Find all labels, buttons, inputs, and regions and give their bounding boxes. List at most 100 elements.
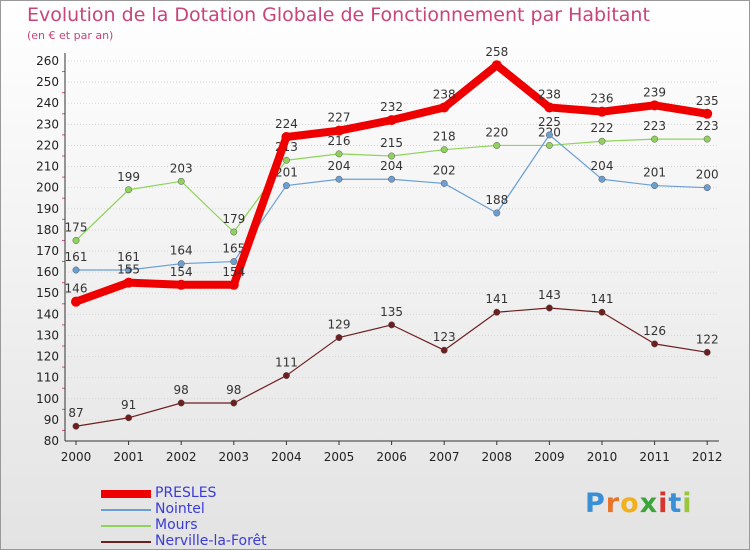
data-point-nointel bbox=[545, 131, 553, 139]
data-point-mours bbox=[651, 135, 659, 143]
data-label-presles: 238 bbox=[433, 87, 456, 101]
data-point-mours bbox=[388, 152, 396, 160]
data-point-presles bbox=[491, 60, 502, 71]
data-point-nointel bbox=[125, 266, 133, 274]
data-point-nointel bbox=[282, 182, 290, 190]
y-tick-label: 260 bbox=[36, 54, 59, 68]
y-tick-label: 170 bbox=[36, 244, 59, 258]
data-label-nerville-la-for-t: 123 bbox=[433, 330, 456, 344]
data-label-nointel: 204 bbox=[591, 159, 614, 173]
data-label-nointel: 202 bbox=[433, 163, 456, 177]
data-point-mours bbox=[703, 135, 711, 143]
data-label-nerville-la-for-t: 141 bbox=[485, 292, 508, 306]
data-point-nerville-la-for-t bbox=[125, 414, 133, 422]
data-point-mours bbox=[598, 137, 606, 145]
data-point-mours bbox=[282, 156, 290, 164]
data-point-presles bbox=[123, 277, 134, 288]
legend-swatch-presles bbox=[101, 490, 151, 498]
y-tick-label: 130 bbox=[36, 328, 59, 342]
data-label-mours: 222 bbox=[591, 121, 614, 135]
data-label-presles: 146 bbox=[65, 282, 88, 296]
data-label-mours: 218 bbox=[433, 130, 456, 144]
data-label-mours: 223 bbox=[643, 119, 666, 133]
data-point-presles bbox=[702, 108, 713, 119]
data-label-nerville-la-for-t: 129 bbox=[328, 318, 351, 332]
data-point-mours bbox=[493, 141, 501, 149]
data-label-presles: 236 bbox=[591, 92, 614, 106]
chart-subtitle: (en € et par an) bbox=[27, 29, 114, 42]
data-point-nerville-la-for-t bbox=[230, 399, 238, 407]
data-label-nerville-la-for-t: 126 bbox=[643, 324, 666, 338]
data-label-nerville-la-for-t: 98 bbox=[226, 383, 241, 397]
data-point-nointel bbox=[335, 175, 343, 183]
y-tick-label: 90 bbox=[44, 413, 59, 427]
data-label-nointel: 204 bbox=[328, 159, 351, 173]
data-point-nointel bbox=[598, 175, 606, 183]
data-label-mours: 199 bbox=[117, 170, 140, 184]
data-point-presles bbox=[71, 296, 81, 307]
data-point-nerville-la-for-t bbox=[335, 334, 343, 342]
data-point-nerville-la-for-t bbox=[703, 348, 711, 356]
x-tick-label: 2010 bbox=[587, 450, 618, 464]
data-point-nerville-la-for-t bbox=[72, 422, 80, 430]
data-label-nerville-la-for-t: 141 bbox=[591, 292, 614, 306]
data-label-mours: 179 bbox=[222, 212, 245, 226]
data-label-presles: 238 bbox=[538, 87, 561, 101]
x-tick-label: 2007 bbox=[429, 450, 460, 464]
data-point-presles bbox=[281, 132, 292, 142]
data-point-nointel bbox=[703, 184, 711, 192]
x-tick-label: 2000 bbox=[61, 450, 92, 464]
data-point-presles bbox=[386, 115, 397, 126]
x-tick-label: 2004 bbox=[271, 450, 302, 464]
y-tick-label: 150 bbox=[36, 286, 59, 300]
data-label-nointel: 161 bbox=[65, 250, 88, 264]
y-tick-label: 230 bbox=[36, 117, 59, 131]
y-tick-label: 140 bbox=[36, 307, 59, 321]
x-tick-label: 2008 bbox=[482, 450, 513, 464]
data-label-mours: 215 bbox=[380, 136, 403, 150]
x-tick-label: 2009 bbox=[534, 450, 565, 464]
data-label-presles: 239 bbox=[643, 85, 666, 99]
data-label-presles: 235 bbox=[696, 94, 719, 108]
data-point-presles bbox=[439, 102, 450, 113]
data-label-presles: 154 bbox=[170, 265, 193, 279]
data-point-nointel bbox=[230, 258, 238, 266]
data-point-mours bbox=[72, 236, 80, 244]
x-tick-label: 2002 bbox=[166, 450, 197, 464]
data-label-nointel: 164 bbox=[170, 244, 193, 258]
y-tick-label: 200 bbox=[36, 181, 59, 195]
y-tick-label: 190 bbox=[36, 202, 59, 216]
data-label-nointel: 204 bbox=[380, 159, 403, 173]
x-tick-label: 2006 bbox=[376, 450, 407, 464]
data-label-nerville-la-for-t: 143 bbox=[538, 288, 561, 302]
data-label-nerville-la-for-t: 91 bbox=[121, 398, 136, 412]
x-tick-label: 2011 bbox=[639, 450, 670, 464]
y-tick-label: 250 bbox=[36, 75, 59, 89]
data-label-presles: 227 bbox=[328, 111, 351, 125]
data-label-presles: 224 bbox=[275, 117, 298, 131]
data-label-nointel: 165 bbox=[222, 242, 245, 256]
data-label-nerville-la-for-t: 87 bbox=[68, 406, 83, 420]
data-point-mours bbox=[125, 186, 133, 194]
data-point-nointel bbox=[72, 266, 80, 274]
data-label-nointel: 201 bbox=[643, 166, 666, 180]
x-tick-label: 2001 bbox=[113, 450, 144, 464]
y-tick-label: 180 bbox=[36, 223, 59, 237]
x-tick-label: 2003 bbox=[219, 450, 250, 464]
legend-label-nointel: Nointel bbox=[155, 501, 205, 517]
y-tick-label: 80 bbox=[44, 434, 59, 448]
data-point-nerville-la-for-t bbox=[177, 399, 185, 407]
legend-label-presles: PRESLES bbox=[155, 485, 217, 501]
x-tick-label: 2012 bbox=[692, 450, 723, 464]
legend-label-nerville: Nerville-la-Forêt bbox=[155, 533, 267, 549]
data-label-presles: 155 bbox=[117, 263, 140, 277]
data-point-mours bbox=[545, 141, 553, 149]
data-label-nointel: 188 bbox=[485, 193, 508, 207]
data-point-presles bbox=[544, 102, 555, 113]
data-point-mours bbox=[335, 150, 343, 158]
data-point-mours bbox=[177, 177, 185, 185]
data-point-nerville-la-for-t bbox=[545, 304, 553, 312]
y-tick-label: 110 bbox=[36, 371, 59, 385]
